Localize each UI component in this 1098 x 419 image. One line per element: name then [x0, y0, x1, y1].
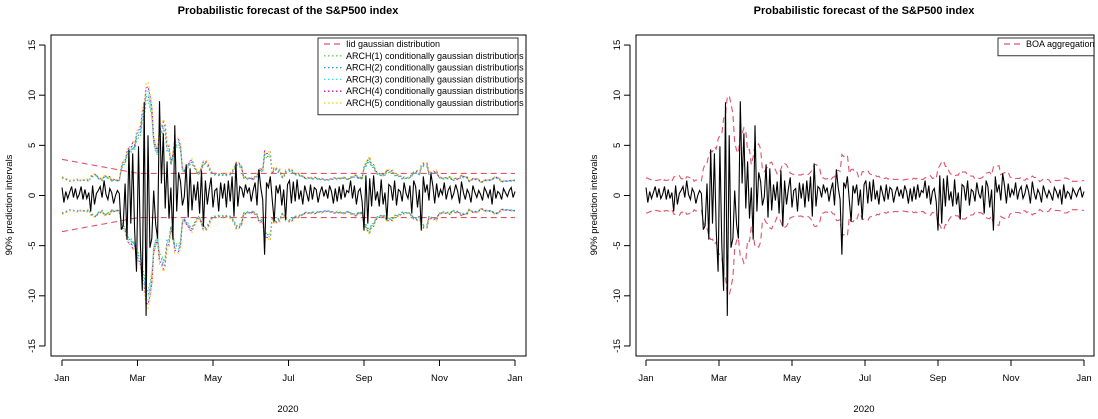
- y-tick-label: 15: [612, 40, 623, 51]
- legend-label: ARCH(4) conditionally gaussian distribut…: [346, 86, 524, 96]
- chart-right-legend: BOA aggregation: [997, 37, 1095, 57]
- upper-bound-1: [645, 94, 1085, 184]
- x-tick-label: Sep: [356, 373, 373, 384]
- x-tick-label: Mar: [711, 373, 727, 384]
- x-tick-label: Mar: [129, 373, 145, 384]
- x-tick-label: Jan: [1076, 373, 1091, 384]
- legend-label: Iid gaussian distribution: [346, 39, 440, 49]
- y-tick-label: -5: [612, 241, 623, 249]
- chart-right-axes: -15 -10 -5 0 5 10 15 Jan Mar May Jul Sep Nov Jan: [612, 40, 1092, 384]
- chart-left-title: Probabilistic forecast of the S&P500 ind…: [178, 5, 400, 17]
- y-tick-label: 10: [27, 90, 38, 101]
- y-tick-label: -15: [612, 339, 623, 353]
- chart-left-axes: -15 -10 -5 0 5 10 15 Jan Mar May Jul Sep Nov Jan: [27, 40, 523, 384]
- lower-bound-1: [645, 207, 1085, 297]
- upper-bound-4: [61, 89, 516, 183]
- y-tick-label: -15: [27, 339, 38, 353]
- y-tick-label: 5: [612, 143, 623, 148]
- y-tick-label: 0: [27, 193, 38, 198]
- chart-right: Probabilistic forecast of the S&P500 ind…: [589, 5, 1095, 415]
- x-tick-label: Jan: [54, 373, 69, 384]
- upper-bound-6: [61, 80, 516, 183]
- chart-right-title: Probabilistic forecast of the S&P500 ind…: [754, 5, 976, 17]
- x-tick-label: Nov: [431, 373, 448, 384]
- chart-right-plot-frame: [635, 34, 1095, 357]
- y-tick-label: 0: [612, 193, 623, 198]
- chart-left-legend: Iid gaussian distribution ARCH(1) conditi…: [317, 37, 524, 116]
- chart-left-plot-frame: [50, 34, 527, 357]
- x-tick-label: May: [204, 373, 222, 384]
- x-tick-label: Sep: [930, 373, 947, 384]
- lower-bound-4: [61, 208, 516, 302]
- chart-left-series-layer: [61, 80, 516, 316]
- chart-left-ylabel: 90% prediction intervals: [4, 154, 15, 255]
- x-tick-label: Jan: [507, 373, 522, 384]
- x-tick-label: Jan: [638, 373, 653, 384]
- lower-bound-6: [61, 208, 516, 311]
- y-tick-label: -10: [27, 289, 38, 303]
- observed-returns-line: [645, 101, 1085, 316]
- y-tick-label: -5: [27, 241, 38, 249]
- chart-right-series-layer: [645, 94, 1085, 316]
- legend-box: [997, 37, 1095, 57]
- x-tick-label: Nov: [1003, 373, 1020, 384]
- x-tick-label: May: [783, 373, 801, 384]
- x-tick-label: Jul: [282, 373, 294, 384]
- chart-right-xlabel: 2020: [853, 404, 874, 415]
- chart-left: Probabilistic forecast of the S&P500 ind…: [4, 5, 527, 415]
- x-tick-label: Jul: [859, 373, 871, 384]
- legend-label: ARCH(5) conditionally gaussian distribut…: [346, 98, 524, 108]
- observed-returns-line: [61, 101, 516, 316]
- y-tick-label: 10: [612, 90, 623, 101]
- upper-bound-5: [61, 85, 516, 183]
- legend-label: ARCH(2) conditionally gaussian distribut…: [346, 63, 524, 73]
- y-tick-label: 15: [27, 40, 38, 51]
- legend-label: ARCH(1) conditionally gaussian distribut…: [346, 51, 524, 61]
- chart-left-xlabel: 2020: [277, 404, 298, 415]
- y-tick-label: -10: [612, 289, 623, 303]
- chart-right-ylabel: 90% prediction intervals: [589, 154, 600, 255]
- lower-bound-5: [61, 208, 516, 306]
- legend-box: [317, 37, 519, 116]
- y-tick-label: 5: [27, 143, 38, 148]
- legend-label: BOA aggregation: [1026, 39, 1095, 49]
- legend-label: ARCH(3) conditionally gaussian distribut…: [346, 74, 524, 84]
